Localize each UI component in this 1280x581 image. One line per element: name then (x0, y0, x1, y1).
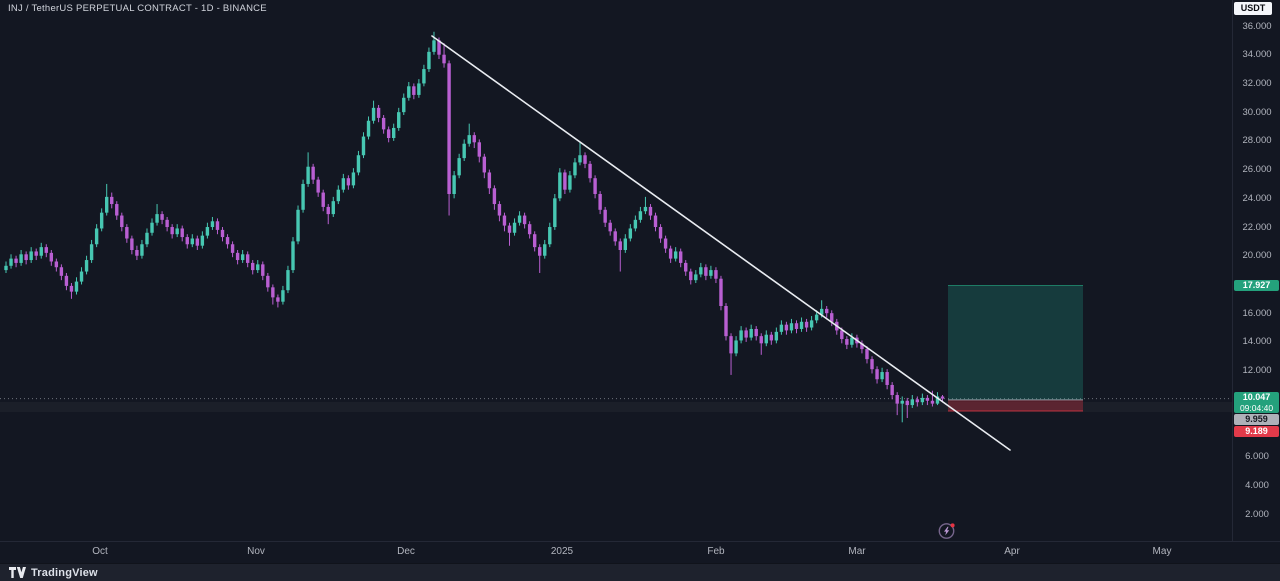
price-tick-label: 32.000 (1242, 77, 1272, 89)
time-tick-label: May (1152, 546, 1172, 557)
tradingview-logo-icon[interactable] (9, 567, 26, 578)
currency-button[interactable]: USDT (1234, 2, 1272, 15)
price-tick-label: 34.000 (1242, 49, 1272, 61)
price-tick-label: 24.000 (1242, 192, 1272, 204)
notification-dot (950, 523, 955, 528)
tradingview-brand-text[interactable]: TradingView (31, 566, 98, 579)
chart-pane[interactable]: INJ / TetherUS PERPETUAL CONTRACT - 1D -… (0, 0, 1232, 541)
time-tick-label: Mar (848, 546, 866, 557)
time-tick-label: Nov (247, 546, 265, 557)
price-tick-label: 20.000 (1242, 250, 1272, 262)
stop-price-label: 9.189 (1234, 425, 1279, 437)
time-tick-label: 2025 (550, 546, 574, 557)
symbol-title: INJ / TetherUS PERPETUAL CONTRACT - 1D -… (8, 3, 267, 14)
price-tick-label: 4.000 (1245, 479, 1269, 491)
last-price-label: 10.047 09:04:40 (1234, 391, 1279, 413)
price-tick-label: 14.000 (1242, 336, 1272, 348)
time-axis[interactable]: Oct Nov Dec 2025 Feb Mar Apr May (0, 541, 1280, 564)
price-tick-label: 28.000 (1242, 135, 1272, 147)
quick-trade-icon[interactable] (937, 521, 957, 541)
price-axis[interactable]: 36.000 34.000 32.000 30.000 28.000 26.000 24.0… (1232, 0, 1280, 541)
price-tick-label: 12.000 (1242, 365, 1272, 377)
time-tick-label: Dec (397, 546, 415, 557)
price-tick-label: 16.000 (1242, 307, 1272, 319)
countdown-timer: 09:04:40 (1239, 402, 1274, 413)
footer-toolbar: TradingView (0, 563, 1280, 581)
price-tick-label: 26.000 (1242, 164, 1272, 176)
price-tick-label: 2.000 (1245, 508, 1269, 520)
time-tick-label: Apr (1004, 546, 1020, 557)
target-price-label: 17.927 (1234, 280, 1279, 291)
time-tick-label: Oct (92, 546, 108, 557)
price-tick-label: 22.000 (1242, 221, 1272, 233)
price-tick-label: 36.000 (1242, 20, 1272, 32)
flash-circle-icon (938, 523, 955, 539)
time-tick-label: Feb (707, 546, 725, 557)
price-tick-label: 30.000 (1242, 106, 1272, 118)
last-price-value: 10.047 (1242, 391, 1271, 402)
candlestick-chart[interactable] (0, 0, 1232, 541)
price-tick-label: 6.000 (1245, 451, 1269, 463)
entry-price-label: 9.959 (1234, 414, 1279, 426)
